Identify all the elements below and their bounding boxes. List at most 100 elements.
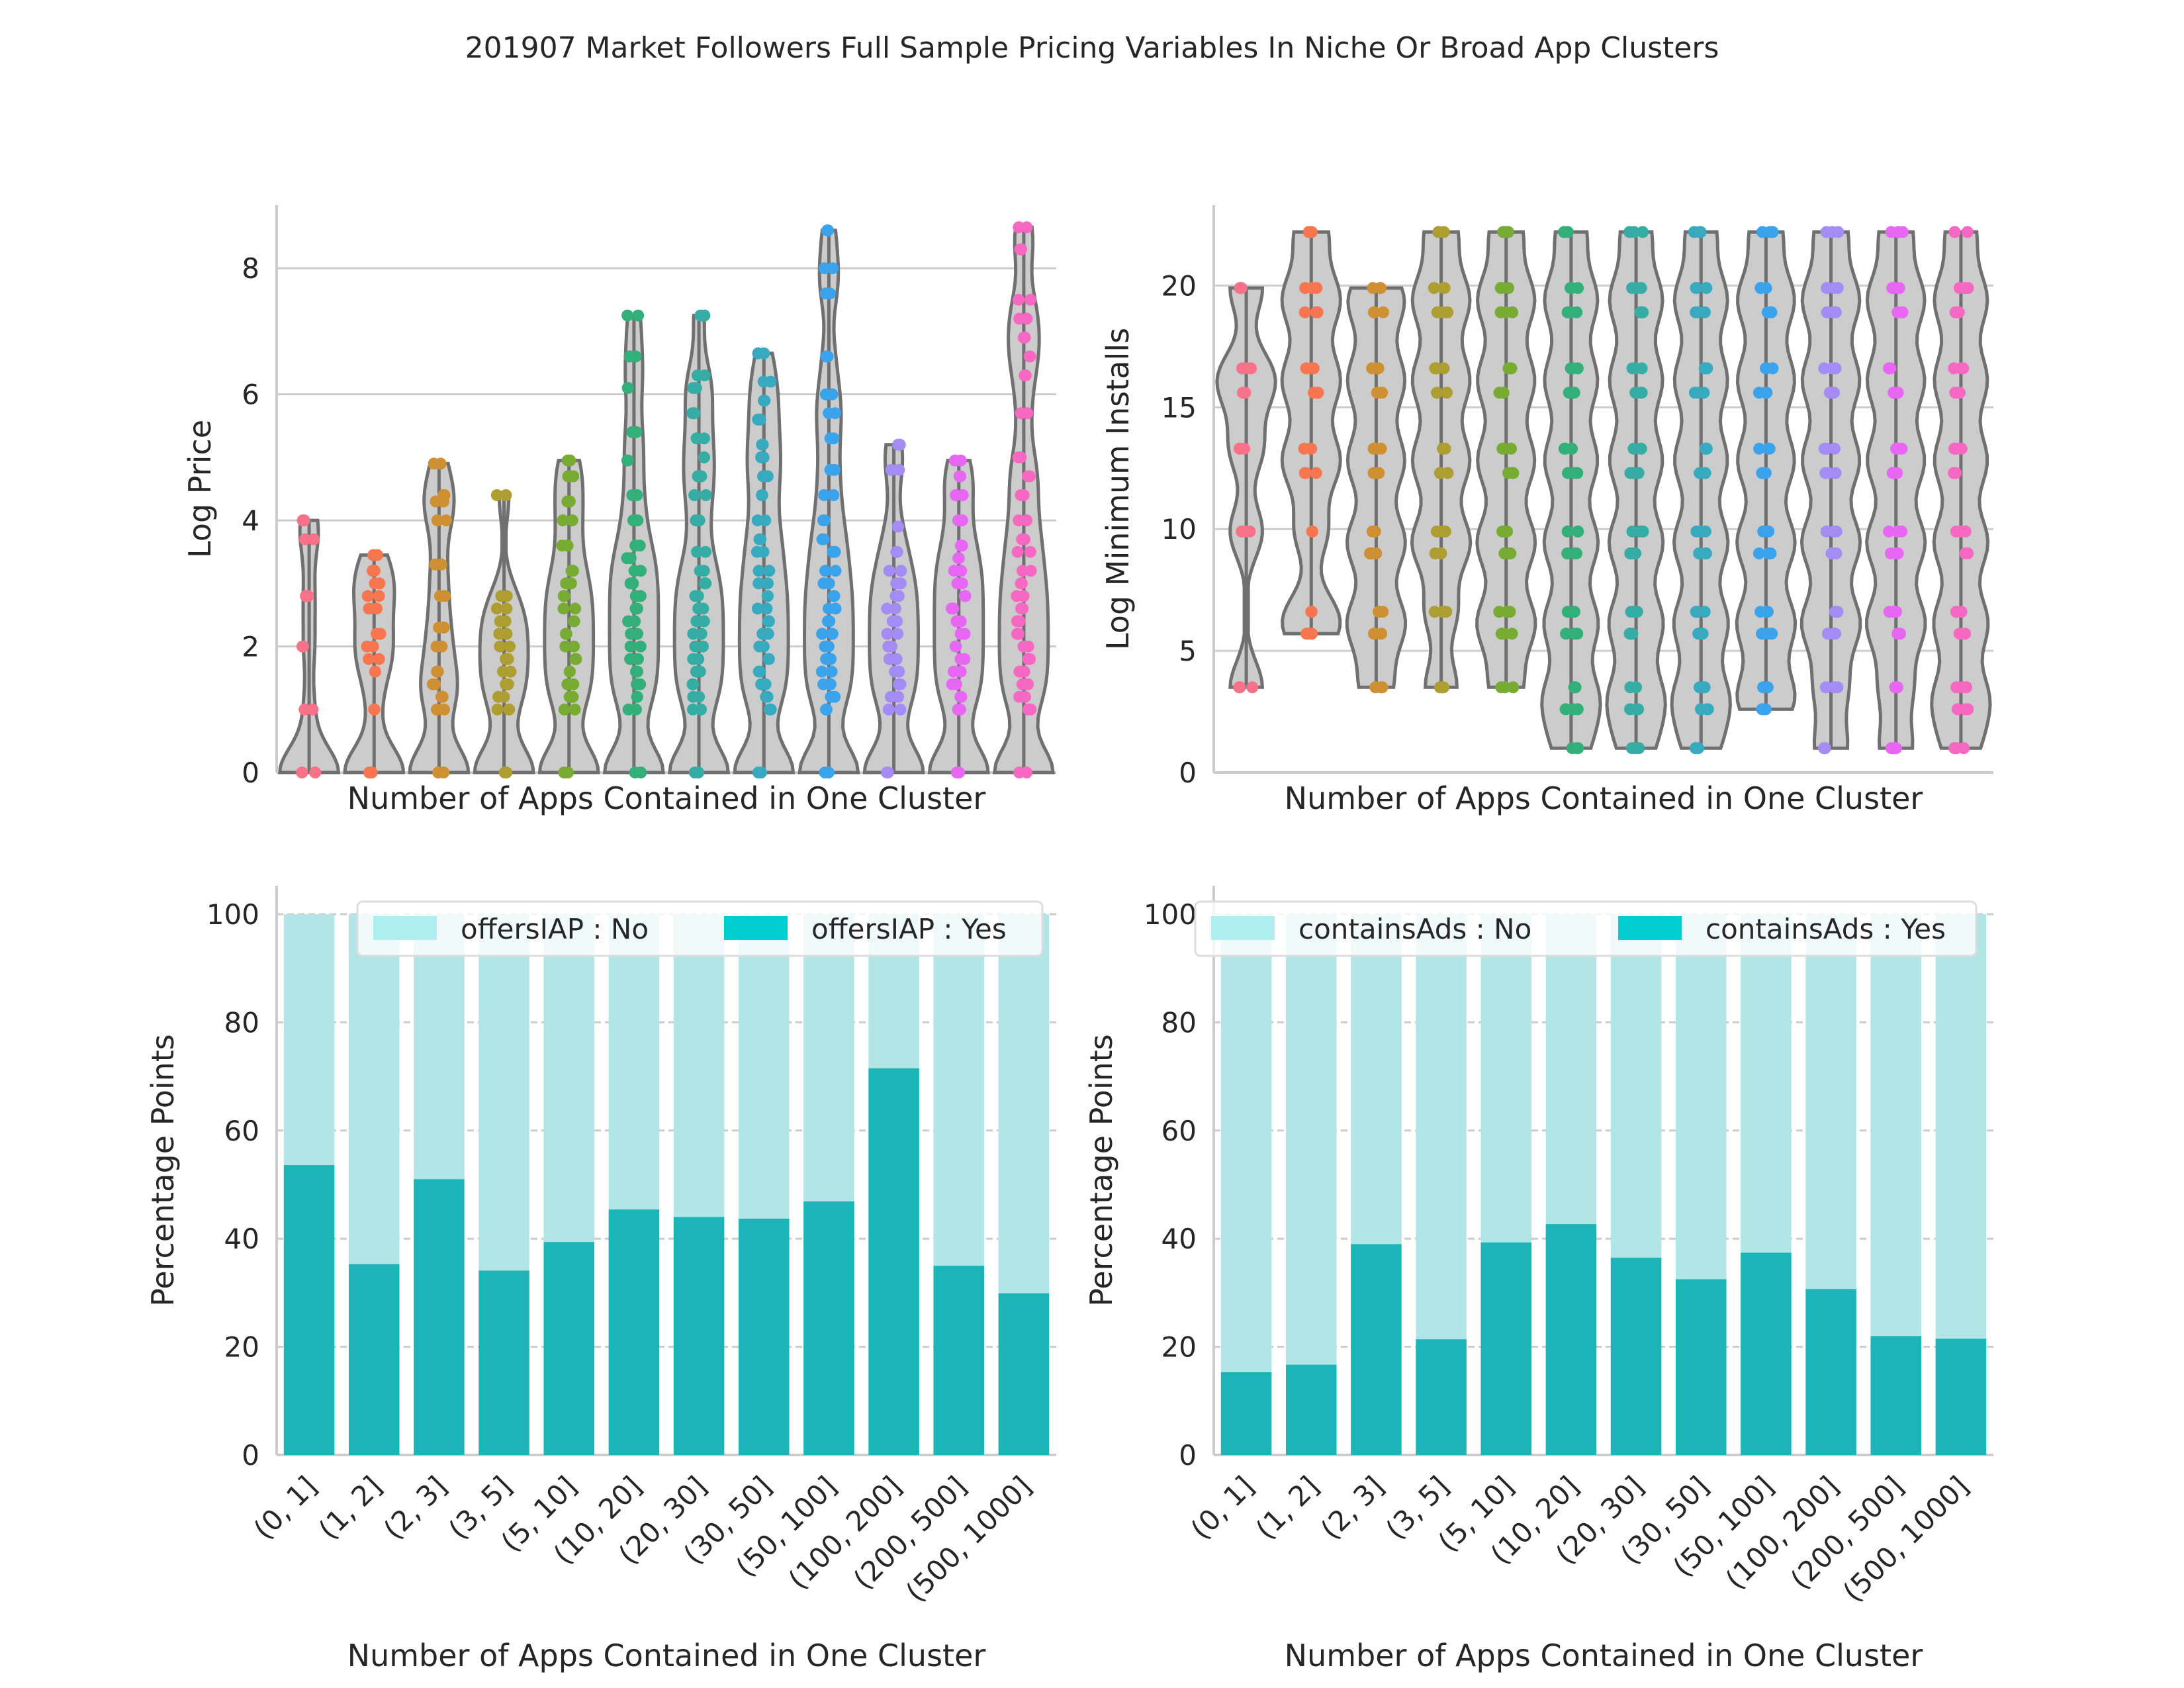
y-tick-label: 20 — [1161, 1331, 1197, 1364]
legend-label: containsAds : No — [1298, 913, 1531, 945]
strip-point — [1626, 525, 1639, 538]
strip-point — [361, 590, 374, 602]
strip-point — [621, 454, 633, 467]
strip-point — [1752, 387, 1765, 399]
strip-point — [1571, 467, 1584, 479]
strip-point — [762, 628, 774, 640]
strip-point — [948, 665, 960, 678]
bar-yes — [283, 1165, 335, 1455]
strip-point — [1571, 703, 1584, 716]
strip-point — [1504, 547, 1516, 559]
strip-point — [762, 577, 774, 590]
bar-no — [1220, 914, 1272, 1372]
strip-point — [1441, 306, 1454, 318]
strip-point — [690, 514, 702, 527]
strip-point — [570, 653, 582, 665]
strip-point — [1437, 442, 1449, 455]
strip-point — [751, 514, 764, 527]
ads-bar-panel: 0 20 40 60 80 100 Number of Apps Contained in … — [1083, 886, 1993, 1673]
strip-point — [1437, 606, 1449, 618]
strip-point — [502, 678, 514, 690]
strip-point — [687, 653, 700, 665]
y-tick-label: 2 — [242, 631, 259, 663]
strip-point — [1821, 282, 1833, 295]
strip-point — [763, 565, 776, 577]
strip-point — [1434, 467, 1446, 479]
strip-point — [1023, 470, 1036, 483]
strip-point — [1694, 703, 1707, 716]
bar-no — [414, 914, 465, 1180]
strip-point — [1376, 681, 1388, 694]
bar-no — [1870, 914, 1922, 1336]
strip-point — [439, 514, 452, 527]
bar-yes — [1351, 1244, 1402, 1455]
strip-point — [1690, 742, 1702, 755]
strip-point — [827, 489, 840, 501]
strip-point — [1367, 306, 1380, 318]
strip-point — [1626, 547, 1639, 559]
strip-point — [370, 602, 383, 615]
strip-point — [1429, 362, 1441, 375]
bar-no — [608, 914, 660, 1210]
strip-point — [827, 590, 840, 602]
strip-point — [568, 640, 580, 653]
y-tick-label: 20 — [1161, 269, 1197, 302]
strip-point — [824, 287, 836, 300]
x-axis-label: Number of Apps Contained in One Cluster — [347, 780, 986, 816]
strip-point — [692, 602, 705, 615]
strip-point — [1692, 306, 1704, 318]
strip-point — [1019, 332, 1031, 344]
bar-no — [1545, 914, 1597, 1225]
strip-point — [621, 382, 634, 395]
strip-point — [564, 665, 576, 678]
strip-point — [1949, 306, 1962, 318]
strip-point — [634, 640, 647, 653]
bar-yes — [738, 1218, 790, 1455]
strip-point — [1635, 362, 1648, 375]
bar-yes — [868, 1068, 919, 1455]
bar-yes — [933, 1266, 985, 1455]
strip-point — [1951, 703, 1964, 716]
strip-point — [1500, 226, 1512, 238]
strip-point — [567, 470, 580, 483]
strip-point — [1820, 442, 1833, 455]
strip-point — [958, 628, 971, 640]
strip-point — [1429, 547, 1441, 559]
strip-point — [560, 628, 572, 640]
strip-point — [752, 565, 765, 577]
iap-bar-panel: 0 20 40 60 80 100 Number of Apps Contained in … — [145, 886, 1056, 1673]
strip-point — [298, 533, 311, 545]
strip-point — [882, 703, 895, 716]
strip-point — [629, 615, 641, 628]
y-tick-label: 0 — [242, 1439, 259, 1472]
strip-point — [490, 489, 503, 501]
strip-point — [952, 703, 964, 716]
y-tick-label: 6 — [242, 379, 259, 411]
strip-point — [885, 463, 897, 476]
strip-point — [623, 350, 636, 363]
strip-point — [946, 602, 958, 615]
strip-point — [959, 590, 972, 602]
y-axis-label: Log Minimum Installs — [1100, 328, 1136, 650]
x-axis-label: Number of Apps Contained in One Cluster — [347, 1638, 986, 1673]
strip-point — [631, 665, 643, 678]
strip-point — [891, 520, 904, 533]
y-tick-label: 5 — [1179, 635, 1197, 667]
strip-point — [435, 558, 447, 571]
strip-point — [626, 426, 639, 438]
bar-no — [283, 914, 335, 1166]
strip-point — [1312, 387, 1324, 399]
strip-point — [689, 590, 702, 602]
strip-point — [624, 640, 637, 653]
strip-point — [628, 565, 641, 577]
x-tick-label: (1, 2] — [1250, 1470, 1325, 1545]
strip-point — [1246, 681, 1259, 694]
strip-point — [819, 388, 832, 400]
strip-point — [361, 640, 373, 653]
strip-point — [1888, 387, 1900, 399]
strip-point — [1570, 306, 1583, 318]
strip-point — [1370, 547, 1383, 559]
strip-point — [1240, 362, 1253, 375]
strip-point — [816, 533, 829, 545]
